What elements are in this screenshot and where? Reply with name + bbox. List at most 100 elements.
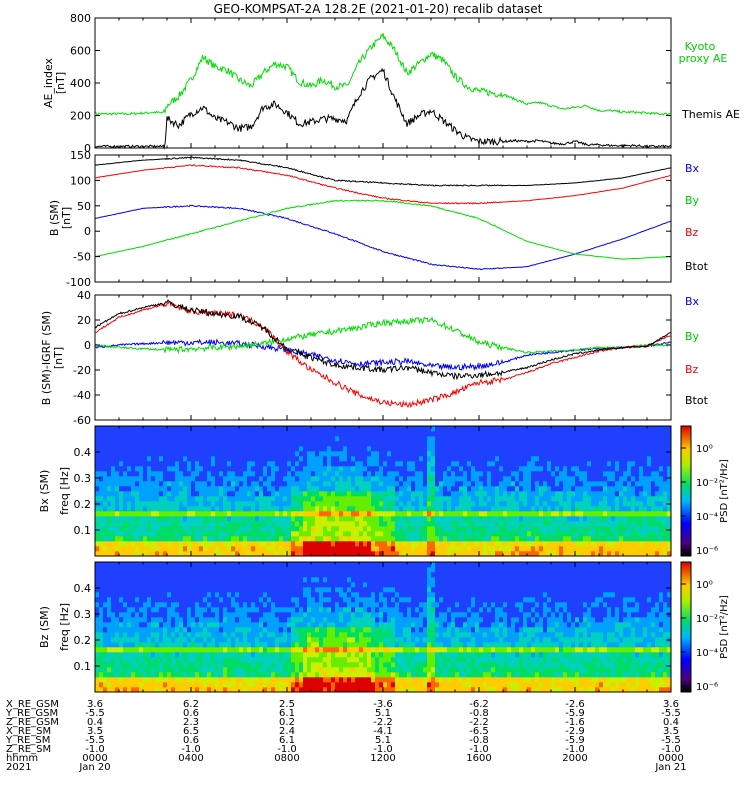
spectrogram-cell	[663, 466, 668, 472]
series-bz	[94, 164, 672, 205]
spectrogram-cell	[447, 451, 452, 457]
spectrogram-cell	[155, 582, 160, 588]
spectrogram-cell	[479, 436, 484, 442]
spectrogram-cell	[95, 582, 100, 588]
spectrogram-cell	[211, 642, 216, 648]
spectrogram-cell	[307, 451, 312, 457]
spectrogram-cell	[419, 506, 424, 512]
spectrogram-cell	[175, 481, 180, 487]
spectrogram-cell	[539, 526, 544, 532]
spectrogram-cell	[475, 491, 480, 497]
spectrogram-cell	[415, 431, 420, 437]
spectrogram-cell	[199, 677, 204, 683]
spectrogram-cell	[123, 456, 128, 462]
spectrogram-cell	[263, 546, 268, 552]
spectrogram-cell	[231, 426, 236, 432]
spectrogram-cell	[303, 461, 308, 467]
spectrogram-cell	[227, 466, 232, 472]
spectrogram-cell	[367, 496, 372, 502]
spectrogram-cell	[147, 531, 152, 537]
spectrogram-cell	[575, 541, 580, 547]
spectrogram-cell	[459, 426, 464, 432]
spectrogram-cell	[187, 441, 192, 447]
spectrogram-cell	[567, 446, 572, 452]
spectrogram-cell	[643, 541, 648, 547]
spectrogram-cell	[299, 491, 304, 497]
spectrogram-cell	[479, 441, 484, 447]
spectrogram-cell	[99, 627, 104, 633]
spectrogram-cell	[499, 546, 504, 552]
spectrogram-cell	[447, 496, 452, 502]
spectrogram-cell	[475, 476, 480, 482]
spectrogram-cell	[147, 567, 152, 573]
spectrogram-cell	[375, 446, 380, 452]
spectrogram-cell	[135, 476, 140, 482]
spectrogram-cell	[411, 511, 416, 517]
spectrogram-cell	[615, 511, 620, 517]
spectrogram-cell	[459, 506, 464, 512]
spectrogram-cell	[635, 496, 640, 502]
spectrogram-cell	[199, 612, 204, 618]
spectrogram-cell	[111, 652, 116, 658]
spectrogram-cell	[435, 471, 440, 477]
spectrogram-cell	[379, 446, 384, 452]
spectrogram-cell	[383, 436, 388, 442]
spectrogram-cell	[95, 436, 100, 442]
spectrogram-cell	[379, 431, 384, 437]
spectrogram-cell	[475, 456, 480, 462]
spectrogram-cell	[567, 551, 572, 557]
spectrogram-cell	[159, 587, 164, 593]
spectrogram-cell	[575, 491, 580, 497]
spectrogram-cell	[387, 511, 392, 517]
spectrogram-cell	[139, 572, 144, 578]
spectrogram-cell	[483, 436, 488, 442]
spectrogram-cell	[219, 511, 224, 517]
spectrogram-cell	[575, 471, 580, 477]
spectrogram-cell	[219, 672, 224, 678]
spectrogram-cell	[435, 546, 440, 552]
spectrogram-cell	[347, 541, 352, 547]
spectrogram-cell	[191, 647, 196, 653]
spectrogram-cell	[95, 607, 100, 613]
spectrogram-cell	[203, 541, 208, 547]
spectrogram-cell	[215, 662, 220, 668]
spectrogram-cell	[267, 511, 272, 517]
spectrogram-cell	[95, 486, 100, 492]
spectrogram-cell	[611, 516, 616, 522]
spectrogram-cell	[119, 652, 124, 658]
spectrogram-cell	[115, 572, 120, 578]
spectrogram-cell	[531, 426, 536, 432]
spectrogram-cell	[443, 511, 448, 517]
spectrogram-cell	[171, 476, 176, 482]
spectrogram-cell	[99, 531, 104, 537]
spectrogram-cell	[139, 577, 144, 583]
spectrogram-cell	[123, 541, 128, 547]
spectrogram-cell	[235, 441, 240, 447]
spectrogram-cell	[167, 501, 172, 507]
spectrogram-cell	[631, 541, 636, 547]
spectrogram-cell	[263, 431, 268, 437]
spectrogram-cell	[543, 481, 548, 487]
colorbar-tick-label: 10⁰	[696, 444, 713, 455]
spectrogram-cell	[383, 446, 388, 452]
spectrogram-cell	[123, 481, 128, 487]
spectrogram-cell	[163, 541, 168, 547]
spectrogram-cell	[211, 496, 216, 502]
spectrogram-cell	[211, 632, 216, 638]
spectrogram-cell	[299, 536, 304, 542]
spectrogram-cell	[183, 481, 188, 487]
spectrogram-cell	[663, 531, 668, 537]
spectrogram-cell	[287, 541, 292, 547]
spectrogram-cell	[179, 647, 184, 653]
spectrogram-cell	[179, 597, 184, 603]
spectrogram-cell	[291, 486, 296, 492]
spectrogram-cell	[395, 551, 400, 557]
spectrogram-cell	[111, 582, 116, 588]
spectrogram-cell	[523, 451, 528, 457]
spectrogram-cell	[395, 426, 400, 432]
spectrogram-cell	[167, 496, 172, 502]
spectrogram-cell	[447, 456, 452, 462]
spectrogram-cell	[111, 657, 116, 663]
spectrogram-cell	[275, 551, 280, 557]
spectrogram-cell	[631, 516, 636, 522]
